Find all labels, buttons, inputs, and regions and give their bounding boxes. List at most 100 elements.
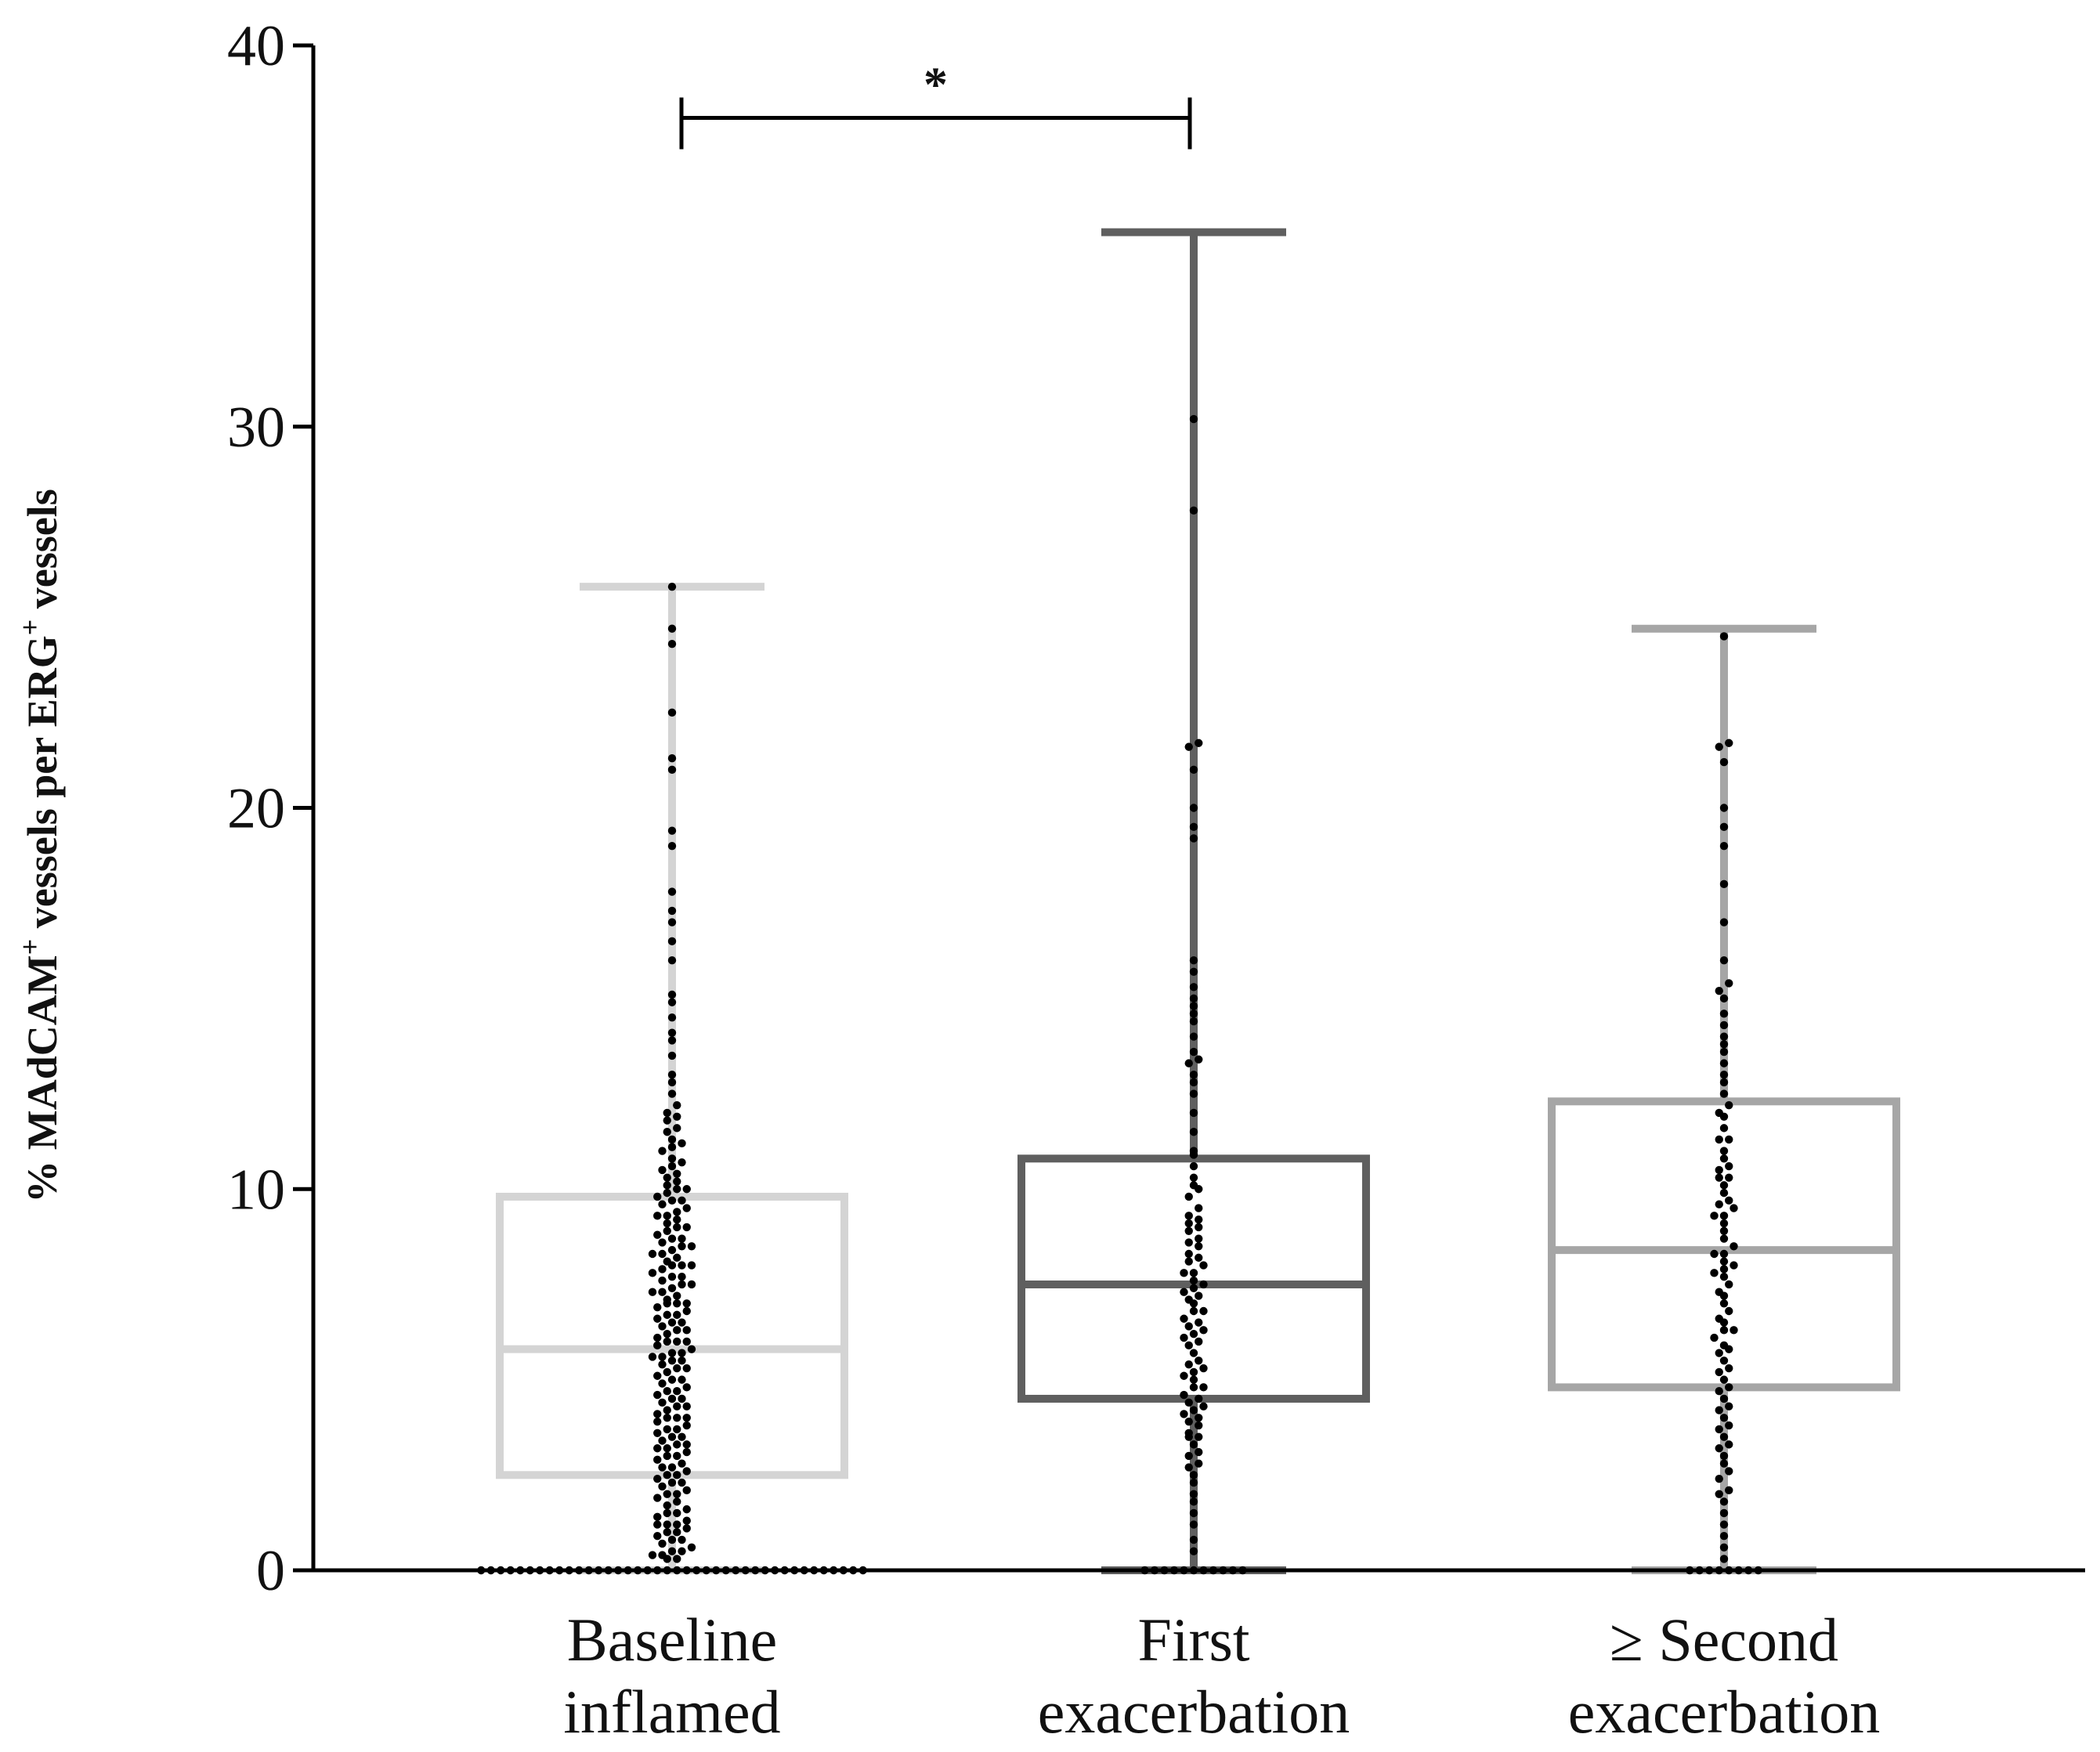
data-point: [667, 1356, 677, 1365]
data-point: [682, 1447, 691, 1457]
data-point: [1725, 739, 1733, 747]
data-point: [653, 1341, 662, 1350]
data-point: [1715, 1444, 1723, 1453]
data-point: [1180, 1333, 1188, 1342]
data-point: [1719, 1040, 1729, 1049]
data-point: [1719, 994, 1729, 1003]
data-point: [648, 1288, 657, 1296]
data-point: [667, 1273, 677, 1281]
data-point: [1725, 1345, 1733, 1353]
data-point: [673, 1326, 681, 1335]
data-point: [1715, 742, 1723, 751]
data-point: [667, 765, 677, 775]
data-point: [682, 1467, 691, 1476]
data-point: [1189, 1383, 1198, 1392]
data-point: [1189, 1173, 1198, 1182]
data-point: [667, 841, 677, 851]
data-point: [678, 1535, 686, 1544]
data-point: [678, 1273, 686, 1281]
data-point: [1719, 1265, 1729, 1273]
data-point: [1189, 1078, 1198, 1087]
data-point: [1719, 1375, 1729, 1384]
data-point: [678, 1547, 686, 1555]
data-point: [1719, 1394, 1729, 1403]
data-point: [1719, 1414, 1729, 1422]
data-point: [1719, 1078, 1729, 1087]
data-point: [658, 1539, 667, 1548]
data-point: [653, 1444, 662, 1453]
data-point: [1710, 1269, 1719, 1277]
data-point: [1195, 1215, 1203, 1224]
data-point: [673, 1208, 681, 1216]
data-point: [663, 1367, 671, 1377]
data-point: [1730, 1204, 1738, 1212]
data-point: [1189, 1349, 1198, 1357]
data-point: [658, 1249, 667, 1259]
data-point: [1719, 956, 1729, 965]
data-point: [663, 1337, 671, 1346]
data-point: [653, 1417, 662, 1426]
data-point: [1184, 1219, 1193, 1228]
data-point: [1725, 1173, 1733, 1182]
y-tick-label: 20: [227, 777, 285, 841]
data-point: [1719, 1154, 1729, 1163]
data-point: [667, 1535, 677, 1544]
data-point: [1189, 1440, 1198, 1449]
data-point: [673, 1124, 681, 1132]
data-point: [1184, 1257, 1193, 1266]
data-point: [1184, 1322, 1193, 1331]
data-point: [648, 1269, 657, 1277]
data-point: [1199, 1261, 1208, 1270]
y-axis-title-part: vessels: [19, 489, 66, 619]
data-point: [1715, 1387, 1723, 1396]
data-point: [658, 1482, 667, 1491]
data-point: [673, 1299, 681, 1308]
data-point: [1184, 1417, 1193, 1426]
data-point: [1184, 1192, 1193, 1201]
data-point: [682, 1337, 691, 1346]
data-point: [673, 1528, 681, 1537]
data-point: [667, 1478, 677, 1487]
y-axis-title-part: vessels per ERG: [19, 635, 66, 939]
data-point: [673, 1215, 681, 1224]
data-point: [1719, 1234, 1729, 1243]
data-point: [678, 1158, 686, 1167]
data-point: [682, 1440, 691, 1449]
data-point: [673, 1112, 681, 1121]
data-point: [1719, 1032, 1729, 1041]
x-category-label-line1: First: [1137, 1606, 1249, 1674]
data-point: [682, 1524, 691, 1533]
data-point: [1725, 1196, 1733, 1205]
data-point: [682, 1364, 691, 1373]
data-point: [1719, 757, 1729, 767]
data-point: [667, 1135, 677, 1144]
data-point: [682, 1299, 691, 1308]
box-iqr: [1548, 1097, 1900, 1392]
data-point: [1719, 1059, 1729, 1067]
data-point: [667, 1284, 677, 1293]
data-point: [678, 1478, 686, 1487]
data-point: [1195, 1242, 1203, 1251]
data-point: [663, 1173, 671, 1182]
data-point: [673, 1253, 681, 1263]
data-point: [1199, 1326, 1208, 1335]
data-point: [1719, 1508, 1729, 1518]
data-point: [667, 1028, 677, 1037]
data-point: [658, 1360, 667, 1369]
data-point: [663, 1212, 671, 1220]
data-point: [1189, 1367, 1198, 1377]
data-point: [1180, 1269, 1188, 1277]
data-point: [658, 1276, 667, 1285]
data-point: [658, 1200, 667, 1208]
data-point: [1730, 1326, 1738, 1335]
data-point: [653, 1302, 662, 1312]
data-point: [1189, 1017, 1198, 1026]
y-tick-label: 10: [227, 1158, 285, 1222]
data-point: [667, 1318, 677, 1327]
data-point: [1719, 1520, 1729, 1529]
data-point: [673, 1291, 681, 1300]
data-point: [1189, 1375, 1198, 1384]
data-point: [682, 1204, 691, 1212]
data-point: [1189, 1151, 1198, 1159]
data-point: [667, 1261, 677, 1270]
